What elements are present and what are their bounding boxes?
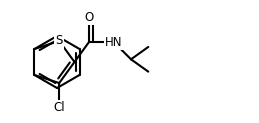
Text: S: S: [55, 34, 63, 47]
Text: HN: HN: [105, 36, 123, 48]
Text: O: O: [84, 11, 94, 24]
Text: Cl: Cl: [53, 101, 65, 114]
